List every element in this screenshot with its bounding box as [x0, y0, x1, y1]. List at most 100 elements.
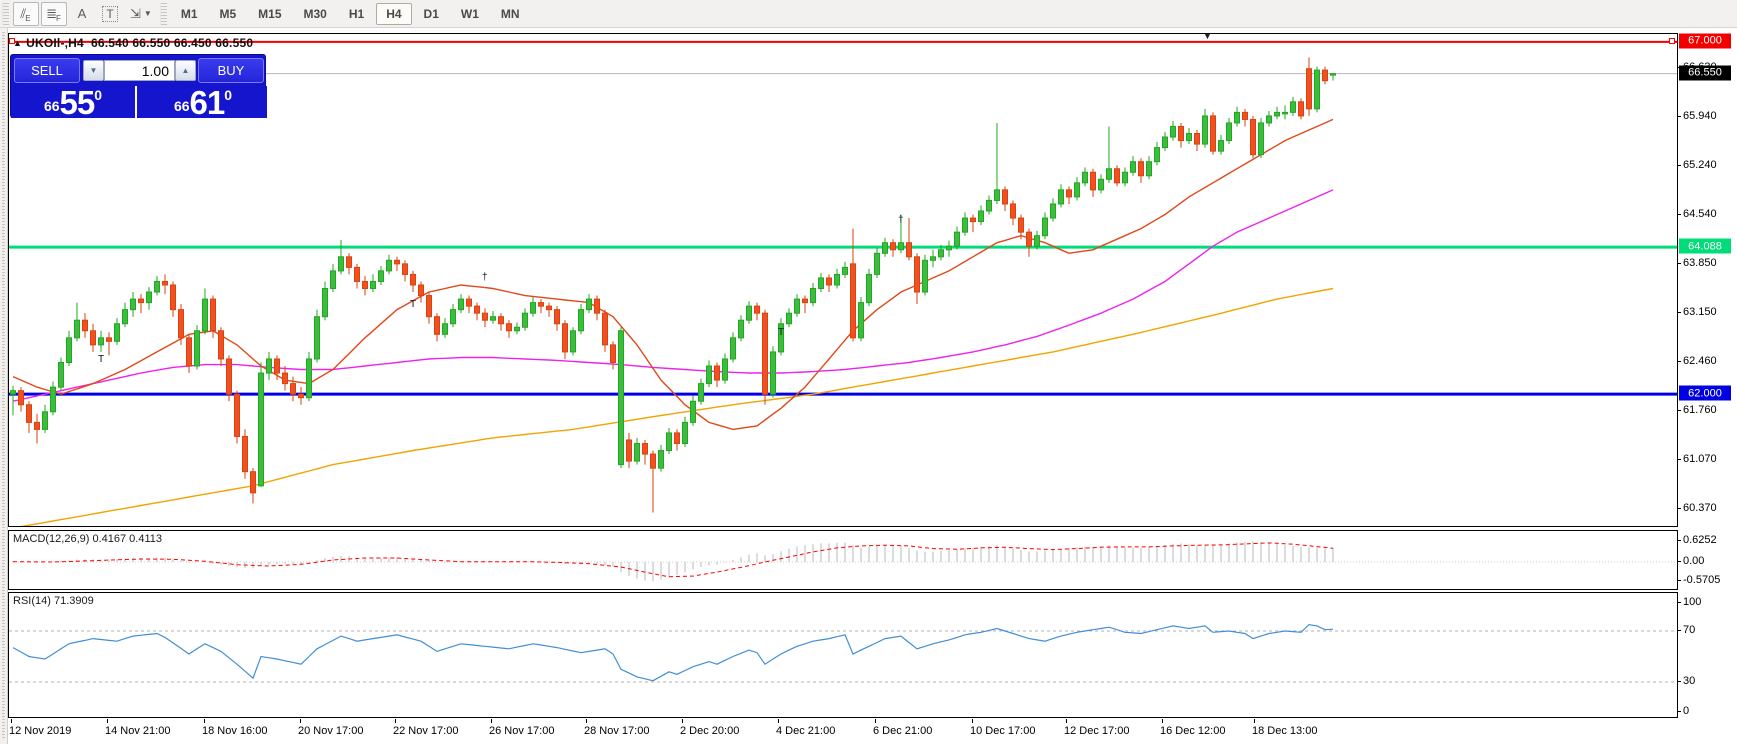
candle-body — [1186, 133, 1192, 142]
drawing-tools-group: ⫽ E ≣ F A T ⇲ ▼ — [12, 1, 158, 26]
buy-price-pip: 0 — [224, 87, 233, 103]
candle-body — [570, 330, 576, 353]
candle-body — [426, 295, 432, 318]
time-tick — [107, 719, 108, 723]
volume-decrease-button[interactable]: ▼ — [83, 60, 104, 81]
volume-input[interactable] — [104, 60, 175, 81]
candle-body — [346, 256, 352, 268]
equidistant-channel-icon[interactable]: ⫽ E — [13, 1, 39, 26]
candle-body — [394, 259, 400, 265]
timeframes-group: M1 M5 M15 M30 H1 H4 D1 W1 MN — [170, 2, 531, 25]
price-tick-60.370: 60.370 — [1677, 502, 1717, 515]
macd-panel[interactable]: MACD(12,26,9) 0.4167 0.4113 — [8, 530, 1678, 590]
timeframe-h1-button[interactable]: H1 — [348, 6, 365, 21]
candle-body — [946, 245, 952, 251]
ma-mid-line[interactable] — [12, 189, 1334, 402]
buy-price-display[interactable]: 66 61 0 — [139, 86, 267, 119]
toolbar-grip-2[interactable] — [159, 2, 167, 25]
ma-slow-line[interactable] — [13, 287, 1334, 527]
candle-body — [226, 358, 232, 395]
time-label: 10 Dec 17:00 — [970, 725, 1036, 737]
candle-body — [674, 432, 680, 444]
candle-body — [378, 270, 384, 282]
candle-body — [978, 210, 984, 223]
candle-body — [42, 411, 48, 430]
candle-body — [1058, 189, 1064, 205]
candle-body — [1042, 217, 1048, 237]
candle-body — [338, 256, 344, 272]
candle-body — [1034, 235, 1040, 247]
sell-price-display[interactable]: 66 55 0 — [11, 86, 137, 119]
time-tick — [491, 719, 492, 723]
candle-body — [970, 217, 976, 223]
resistance-line-badge: 67.000 — [1679, 33, 1731, 49]
candle-body — [626, 439, 632, 462]
candle-body — [834, 273, 840, 286]
rsi-label: RSI(14) 71.3909 — [13, 595, 94, 607]
candle-body — [778, 323, 784, 353]
candle-body — [202, 298, 208, 332]
arrow-tools-icon[interactable]: ⇲ ▼ — [130, 5, 152, 21]
candle-body — [122, 309, 128, 325]
candle-body — [450, 309, 456, 325]
current-price-badge: 66.550 — [1679, 65, 1731, 81]
chart-shift-marker-icon[interactable]: ▼ — [1203, 31, 1212, 41]
trade-marker: † — [482, 272, 488, 283]
volume-increase-button[interactable]: ▲ — [175, 60, 196, 81]
candle-body — [266, 358, 272, 374]
candle-body — [1330, 73, 1336, 76]
candle-body — [914, 256, 920, 293]
price-tick-63.150: 63.150 — [1677, 306, 1717, 319]
candle-body — [474, 305, 480, 314]
main-chart-panel[interactable]: T T † T † — [8, 33, 1678, 527]
candle-body — [242, 435, 248, 473]
macd-chart[interactable] — [9, 531, 1677, 589]
fibonacci-lines-icon[interactable]: ≣ F — [41, 1, 67, 26]
candle-body — [858, 302, 864, 339]
candlestick-chart[interactable]: T T † T † — [9, 34, 1677, 526]
time-label: 2 Dec 20:00 — [680, 725, 740, 737]
time-label: 12 Nov 2019 — [9, 725, 72, 737]
timeframe-w1-button[interactable]: W1 — [460, 6, 479, 21]
candle-body — [1202, 115, 1208, 145]
rsi-line — [12, 623, 1334, 682]
timeframe-m15-button[interactable]: M15 — [258, 6, 282, 21]
candle-body — [602, 312, 608, 346]
redline-left-handle[interactable] — [9, 38, 15, 44]
candle-body — [1018, 217, 1024, 233]
candle-body — [1322, 69, 1328, 82]
timeframe-mn-button[interactable]: MN — [500, 6, 520, 21]
ma-fast-line[interactable] — [12, 118, 1334, 431]
timeframe-h4-button[interactable]: H4 — [376, 2, 412, 25]
candle-body — [826, 277, 832, 286]
candle-body — [586, 298, 592, 311]
candle-body — [986, 199, 992, 212]
candle-body — [1298, 101, 1304, 117]
sell-button[interactable]: SELL — [14, 58, 80, 83]
time-label: 4 Dec 21:00 — [776, 725, 836, 737]
candle-body — [1010, 203, 1016, 219]
buy-button[interactable]: BUY — [198, 58, 264, 83]
timeframe-m30-button[interactable]: M30 — [303, 6, 327, 21]
candle-body — [682, 421, 688, 444]
timeframe-m5-button[interactable]: M5 — [219, 6, 237, 21]
redline-right-handle[interactable] — [1669, 38, 1675, 44]
candle-body — [994, 189, 1000, 201]
timeframe-m1-button[interactable]: M1 — [180, 6, 198, 21]
text-label-icon[interactable]: T — [97, 2, 123, 26]
timeframe-d1-button[interactable]: D1 — [423, 6, 439, 21]
candle-body — [402, 263, 408, 275]
candle-body — [794, 298, 800, 314]
time-axis[interactable]: 12 Nov 2019 14 Nov 21:00 18 Nov 16:00 20 No… — [8, 719, 1678, 744]
rsi-panel[interactable]: RSI(14) 71.3909 — [8, 592, 1678, 718]
text-tool-icon[interactable]: A — [77, 6, 87, 21]
candle-body — [1074, 182, 1080, 198]
time-label: 16 Dec 12:00 — [1160, 725, 1226, 737]
time-label: 28 Nov 17:00 — [584, 725, 650, 737]
rsi-chart[interactable] — [9, 593, 1677, 717]
toolbar-grip[interactable] — [2, 2, 9, 25]
candle-body — [658, 450, 664, 469]
candle-body — [698, 383, 704, 402]
candle-body — [786, 312, 792, 325]
macd-tick-0.00: 0.00 — [1676, 555, 1705, 567]
